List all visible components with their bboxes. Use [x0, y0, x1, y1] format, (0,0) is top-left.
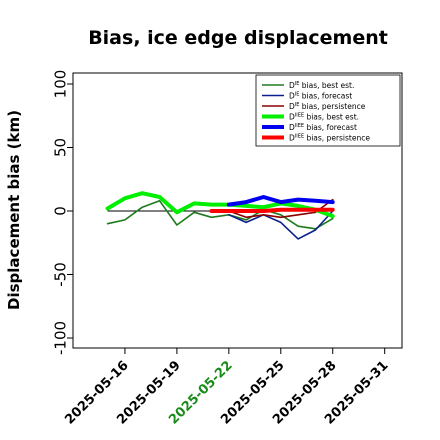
legend-label-3: DIE bias, persistence	[289, 102, 366, 111]
series-line-1	[106, 200, 334, 230]
series-line-4	[105, 191, 335, 219]
legend-box	[255, 74, 401, 147]
legend-label-5: DIIEE bias, forecast	[289, 123, 357, 132]
legend-label-2: DIE bias, forecast	[289, 92, 352, 101]
series-line-2	[228, 210, 334, 240]
y-tick-label: 0	[51, 206, 69, 216]
y-tick-label: 50	[51, 138, 69, 157]
plot-frame	[72, 72, 403, 349]
legend-label-4: DIIEE bias, best est.	[289, 113, 359, 122]
y-tick-label: -100	[51, 321, 69, 355]
y-tick-label: 100	[51, 70, 69, 99]
y-tick-label: -50	[51, 262, 69, 287]
series-line-5	[226, 195, 335, 207]
chart-legend: DIE bias, best est. DIE bias, forecastDIE…	[255, 74, 401, 147]
legend-label-1: DIE bias, best est.	[289, 81, 354, 90]
chart-title: Bias, ice edge displacement	[88, 27, 388, 49]
series-line-6	[209, 207, 335, 213]
legend-label-6: DIIEE bias, persistence	[289, 134, 370, 143]
y-axis-label: Displacement bias (km)	[5, 110, 23, 310]
